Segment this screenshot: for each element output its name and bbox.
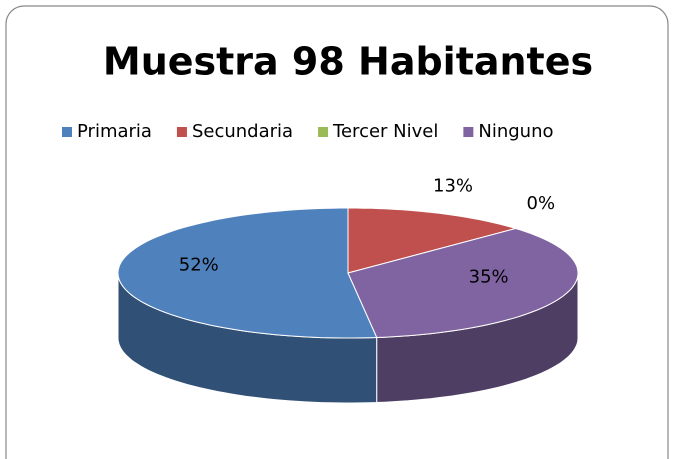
data-label: 35% (469, 266, 509, 287)
legend: Primaria Secundaria Tercer Nivel Ninguno (62, 121, 554, 142)
legend-label: Ninguno (478, 121, 553, 142)
legend-label: Tercer Nivel (332, 121, 438, 142)
legend-swatch (176, 127, 187, 137)
pie: 52% 13% 0% 35% (117, 175, 579, 404)
data-label: 52% (179, 255, 219, 276)
legend-label: Secundaria (192, 121, 293, 142)
legend-swatch (318, 127, 329, 137)
pie-slice (117, 207, 378, 339)
data-label: 0% (527, 193, 556, 214)
legend-label: Primaria (77, 121, 152, 142)
legend-swatch (463, 127, 474, 137)
pie-slice (347, 227, 579, 339)
legend-swatch (62, 127, 72, 137)
chart-title: Muestra 98 Habitantes (103, 40, 593, 84)
data-label: 13% (433, 175, 473, 196)
pie-slice (347, 207, 518, 274)
